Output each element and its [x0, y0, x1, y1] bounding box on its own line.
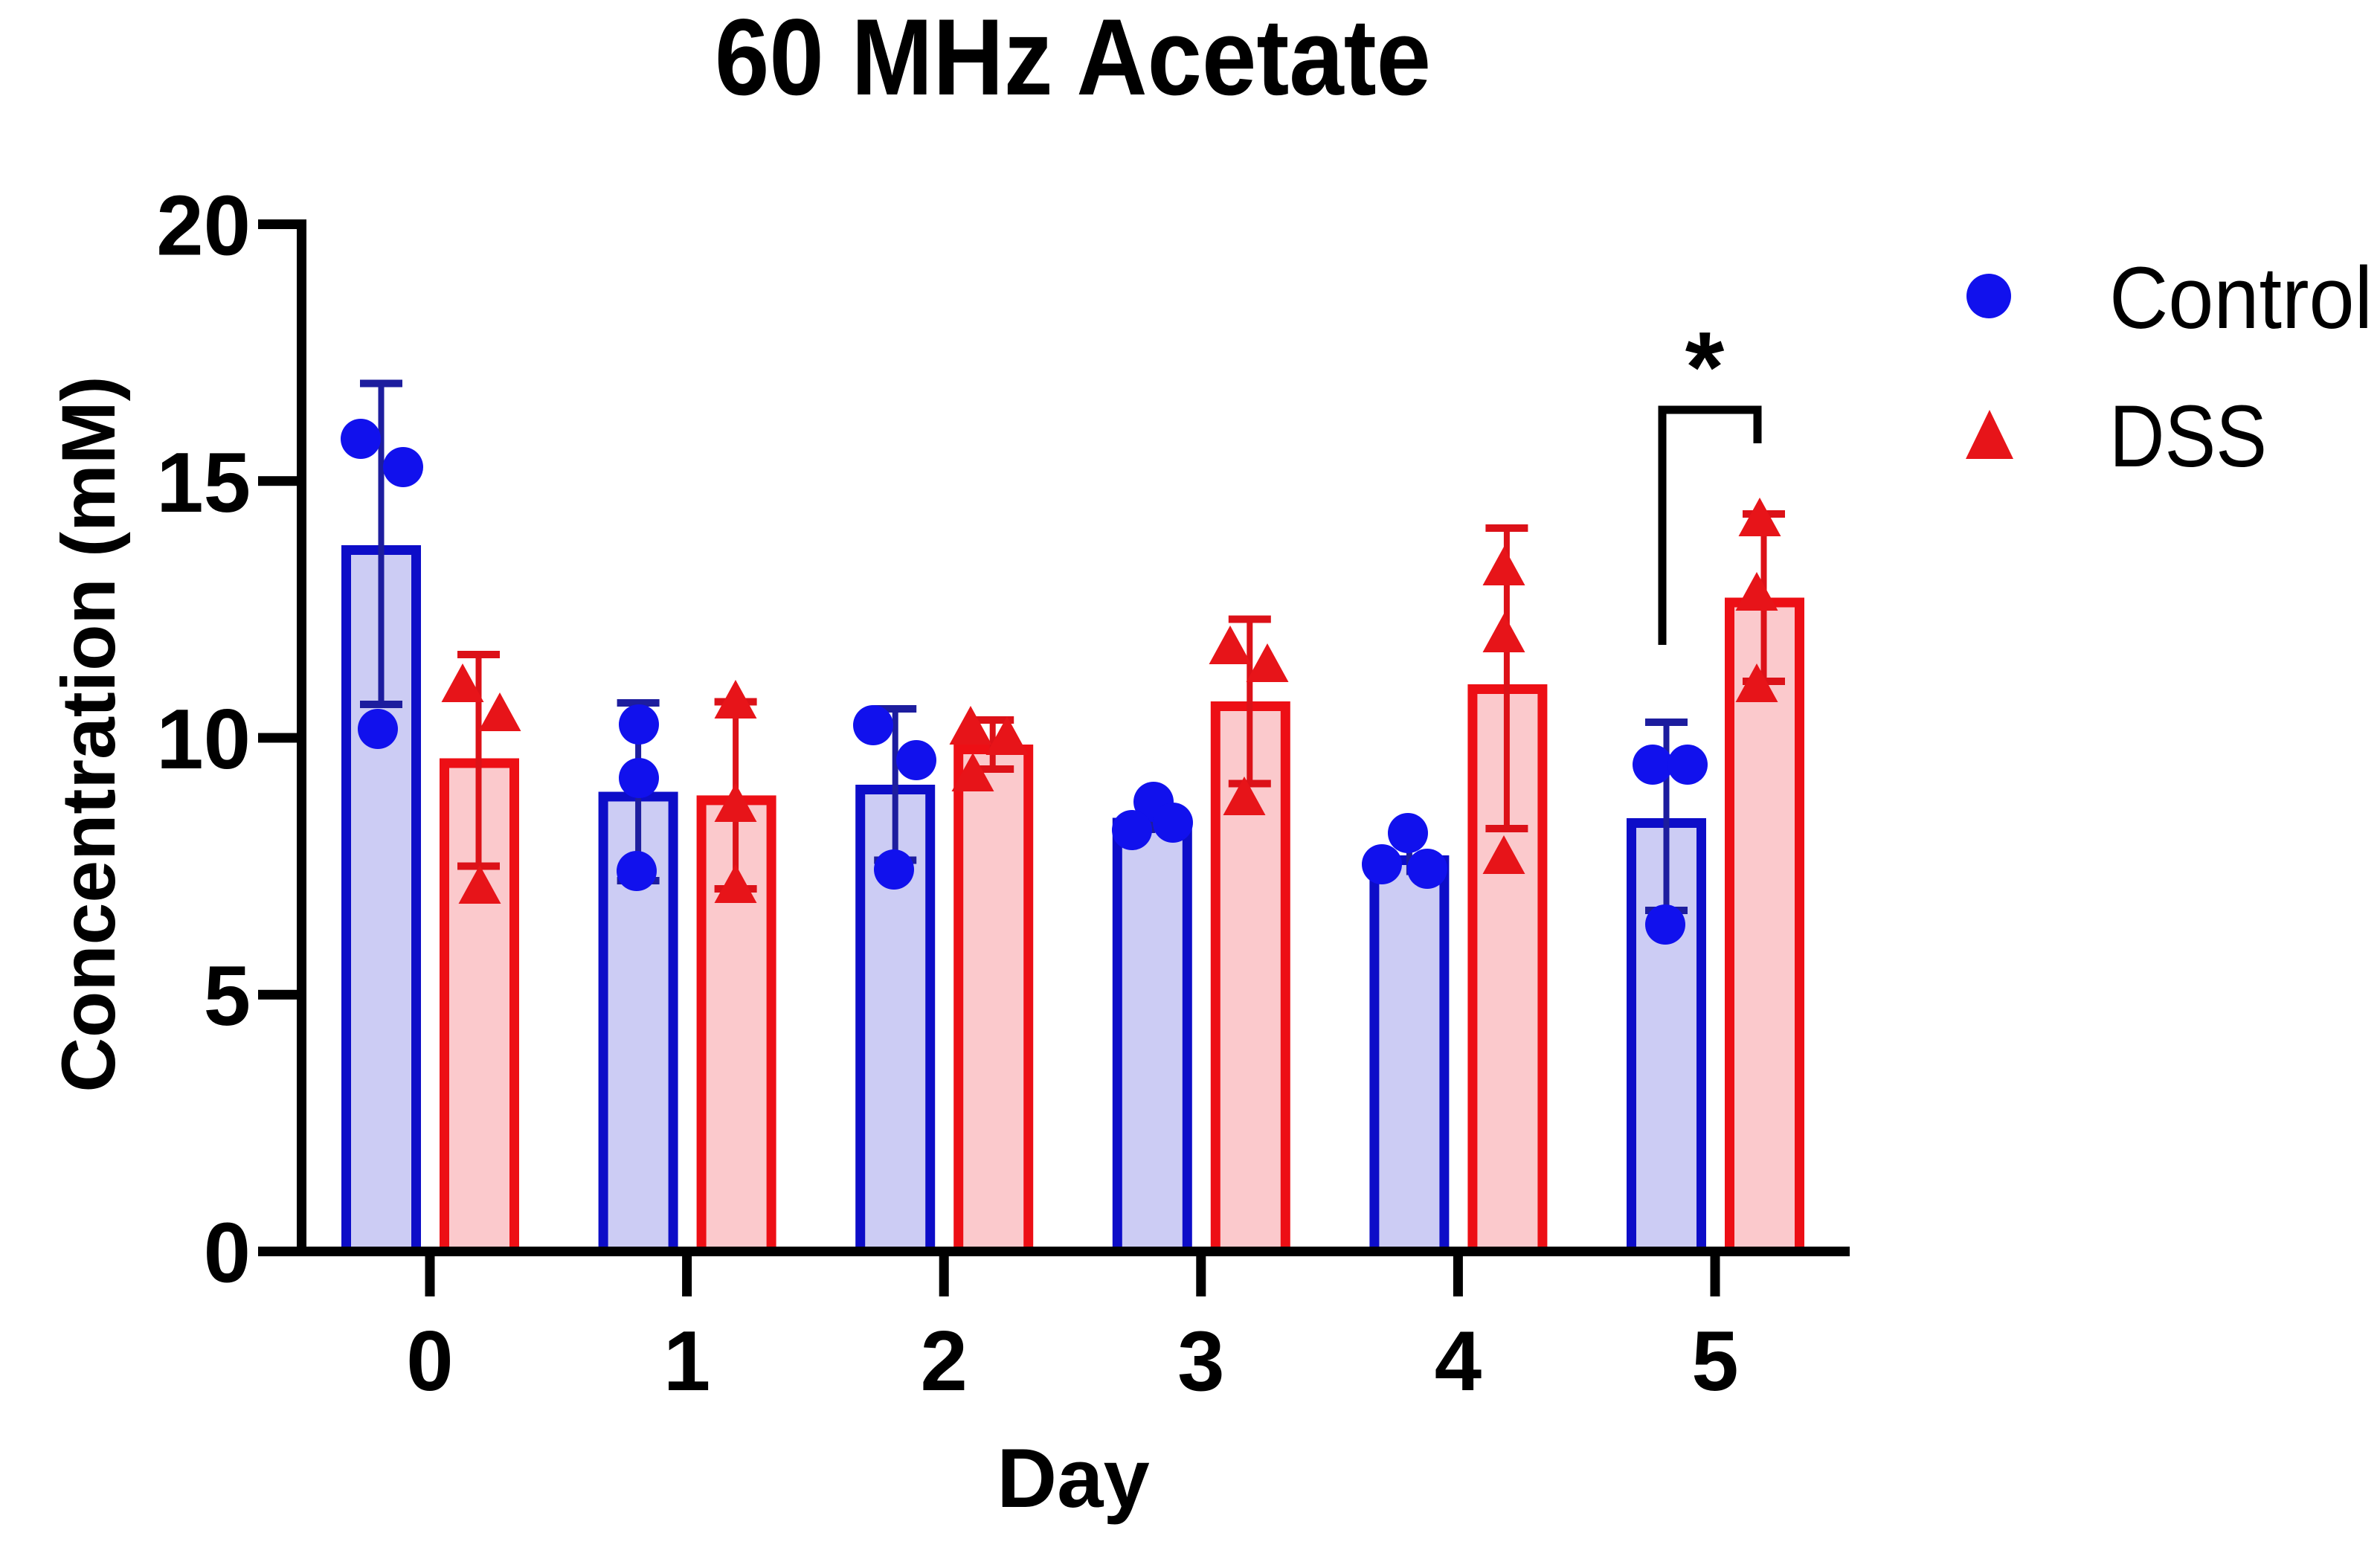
svg-text:Control: Control — [2109, 249, 2373, 347]
svg-text:3: 3 — [1177, 1314, 1224, 1409]
svg-text:10: 10 — [156, 692, 251, 787]
svg-text:4: 4 — [1435, 1314, 1482, 1409]
svg-text:Day: Day — [997, 1432, 1149, 1525]
svg-text:1: 1 — [663, 1314, 710, 1409]
svg-text:60 MHz Acetate: 60 MHz Acetate — [715, 0, 1431, 118]
svg-text:2: 2 — [920, 1314, 967, 1409]
svg-text:*: * — [1685, 311, 1725, 423]
svg-text:20: 20 — [156, 179, 251, 274]
svg-text:DSS: DSS — [2109, 388, 2267, 486]
svg-text:Concentration (mM): Concentration (mM) — [46, 376, 131, 1092]
svg-text:5: 5 — [204, 949, 251, 1044]
svg-text:0: 0 — [204, 1206, 251, 1301]
svg-text:0: 0 — [406, 1314, 453, 1409]
svg-text:15: 15 — [156, 436, 251, 530]
svg-text:5: 5 — [1691, 1314, 1738, 1409]
